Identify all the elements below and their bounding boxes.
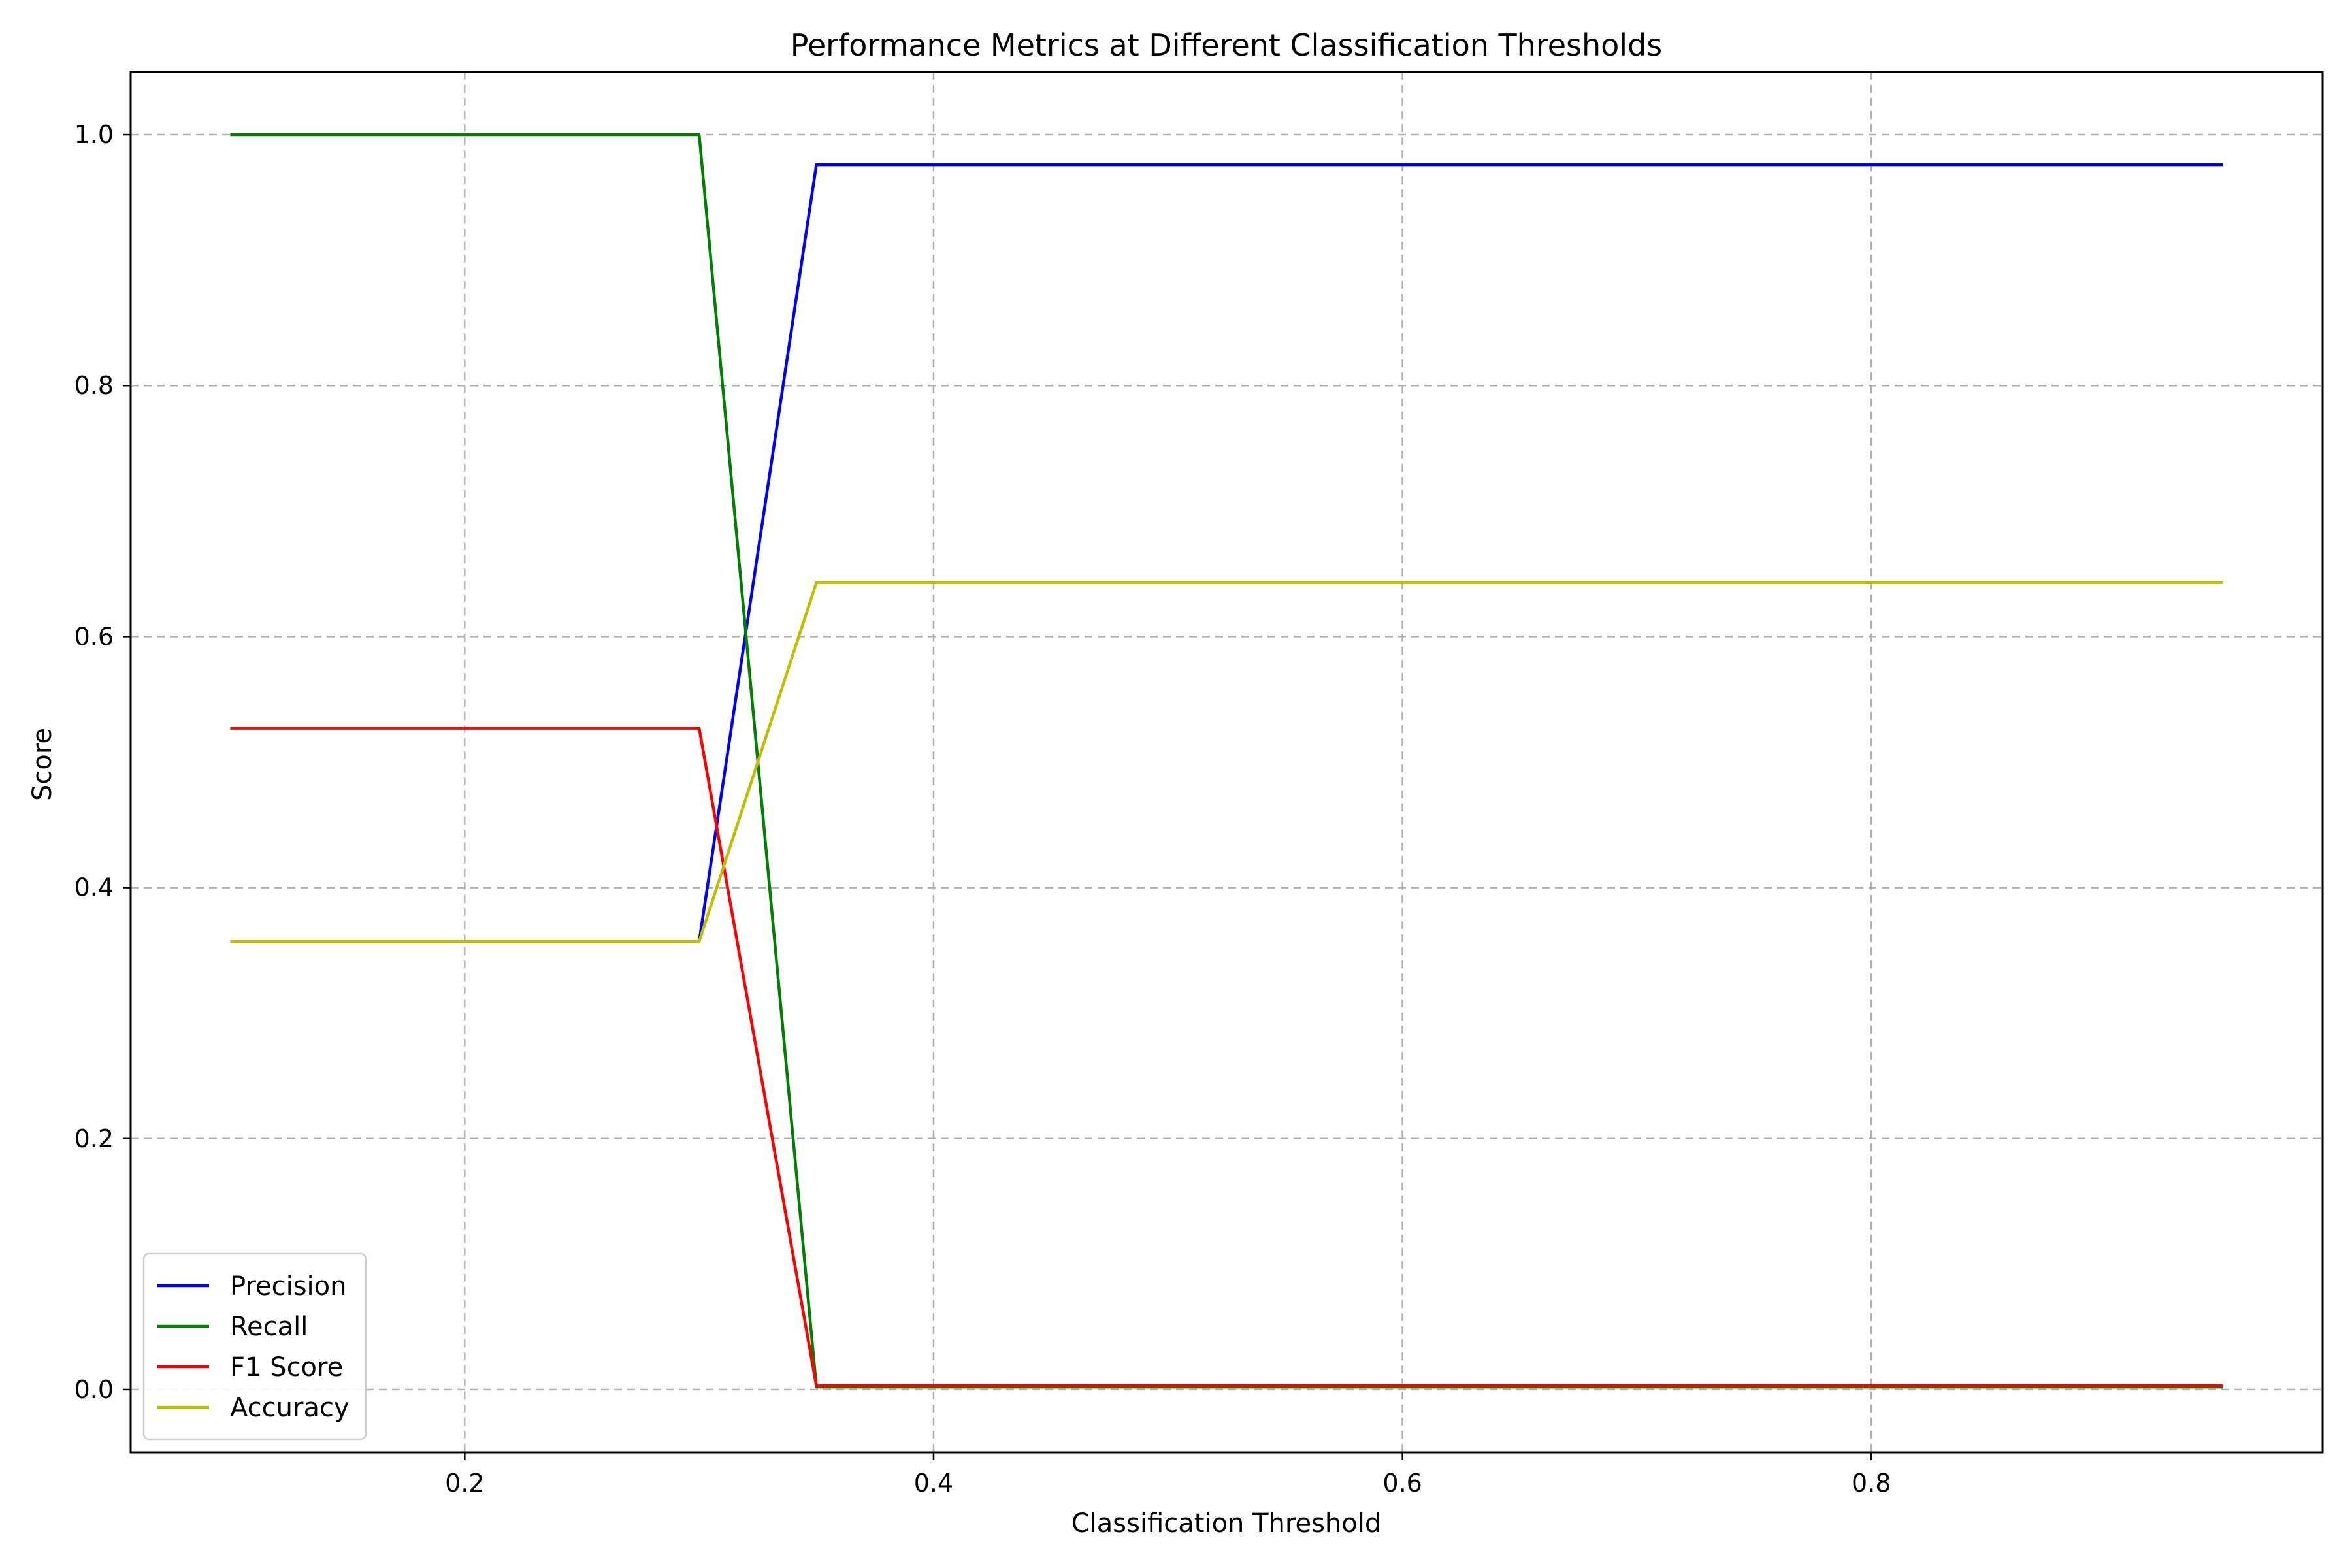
chart-title: Performance Metrics at Different Classif…: [791, 27, 1662, 63]
x-axis-label: Classification Threshold: [1071, 1509, 1382, 1539]
series-lines: [230, 133, 2223, 1389]
y-tick-label: 0.4: [74, 874, 114, 902]
plot-area-frame: [129, 71, 2324, 1454]
y-axis-label: Score: [27, 728, 57, 801]
x-tick-label: 0.8: [1852, 1469, 1891, 1497]
x-tick-label: 0.6: [1382, 1469, 1422, 1497]
series-line-accuracy: [230, 581, 2223, 943]
y-tick-label: 0.0: [74, 1375, 114, 1404]
y-tick-label: 0.6: [74, 622, 114, 651]
grid-lines: [131, 72, 2323, 1452]
legend: Precision Recall F1 Score Accuracy: [142, 1252, 367, 1441]
legend-label-recall: Recall: [230, 1312, 308, 1342]
y-axis-ticks: 0.0 0.2 0.4 0.6 0.8 1.0: [74, 120, 131, 1404]
legend-label-accuracy: Accuracy: [230, 1393, 350, 1423]
y-tick-label: 0.8: [74, 371, 114, 400]
legend-label-f1-score: F1 Score: [230, 1352, 343, 1382]
y-tick-label: 1.0: [74, 120, 114, 149]
series-line-f1-score: [230, 727, 2223, 1388]
x-axis-ticks: 0.2 0.4 0.6 0.8: [445, 1452, 1891, 1497]
y-tick-label: 0.2: [74, 1124, 114, 1153]
legend-label-precision: Precision: [230, 1271, 346, 1301]
legend-box: [142, 1252, 367, 1441]
x-tick-label: 0.2: [445, 1469, 484, 1497]
x-tick-label: 0.4: [914, 1469, 953, 1497]
